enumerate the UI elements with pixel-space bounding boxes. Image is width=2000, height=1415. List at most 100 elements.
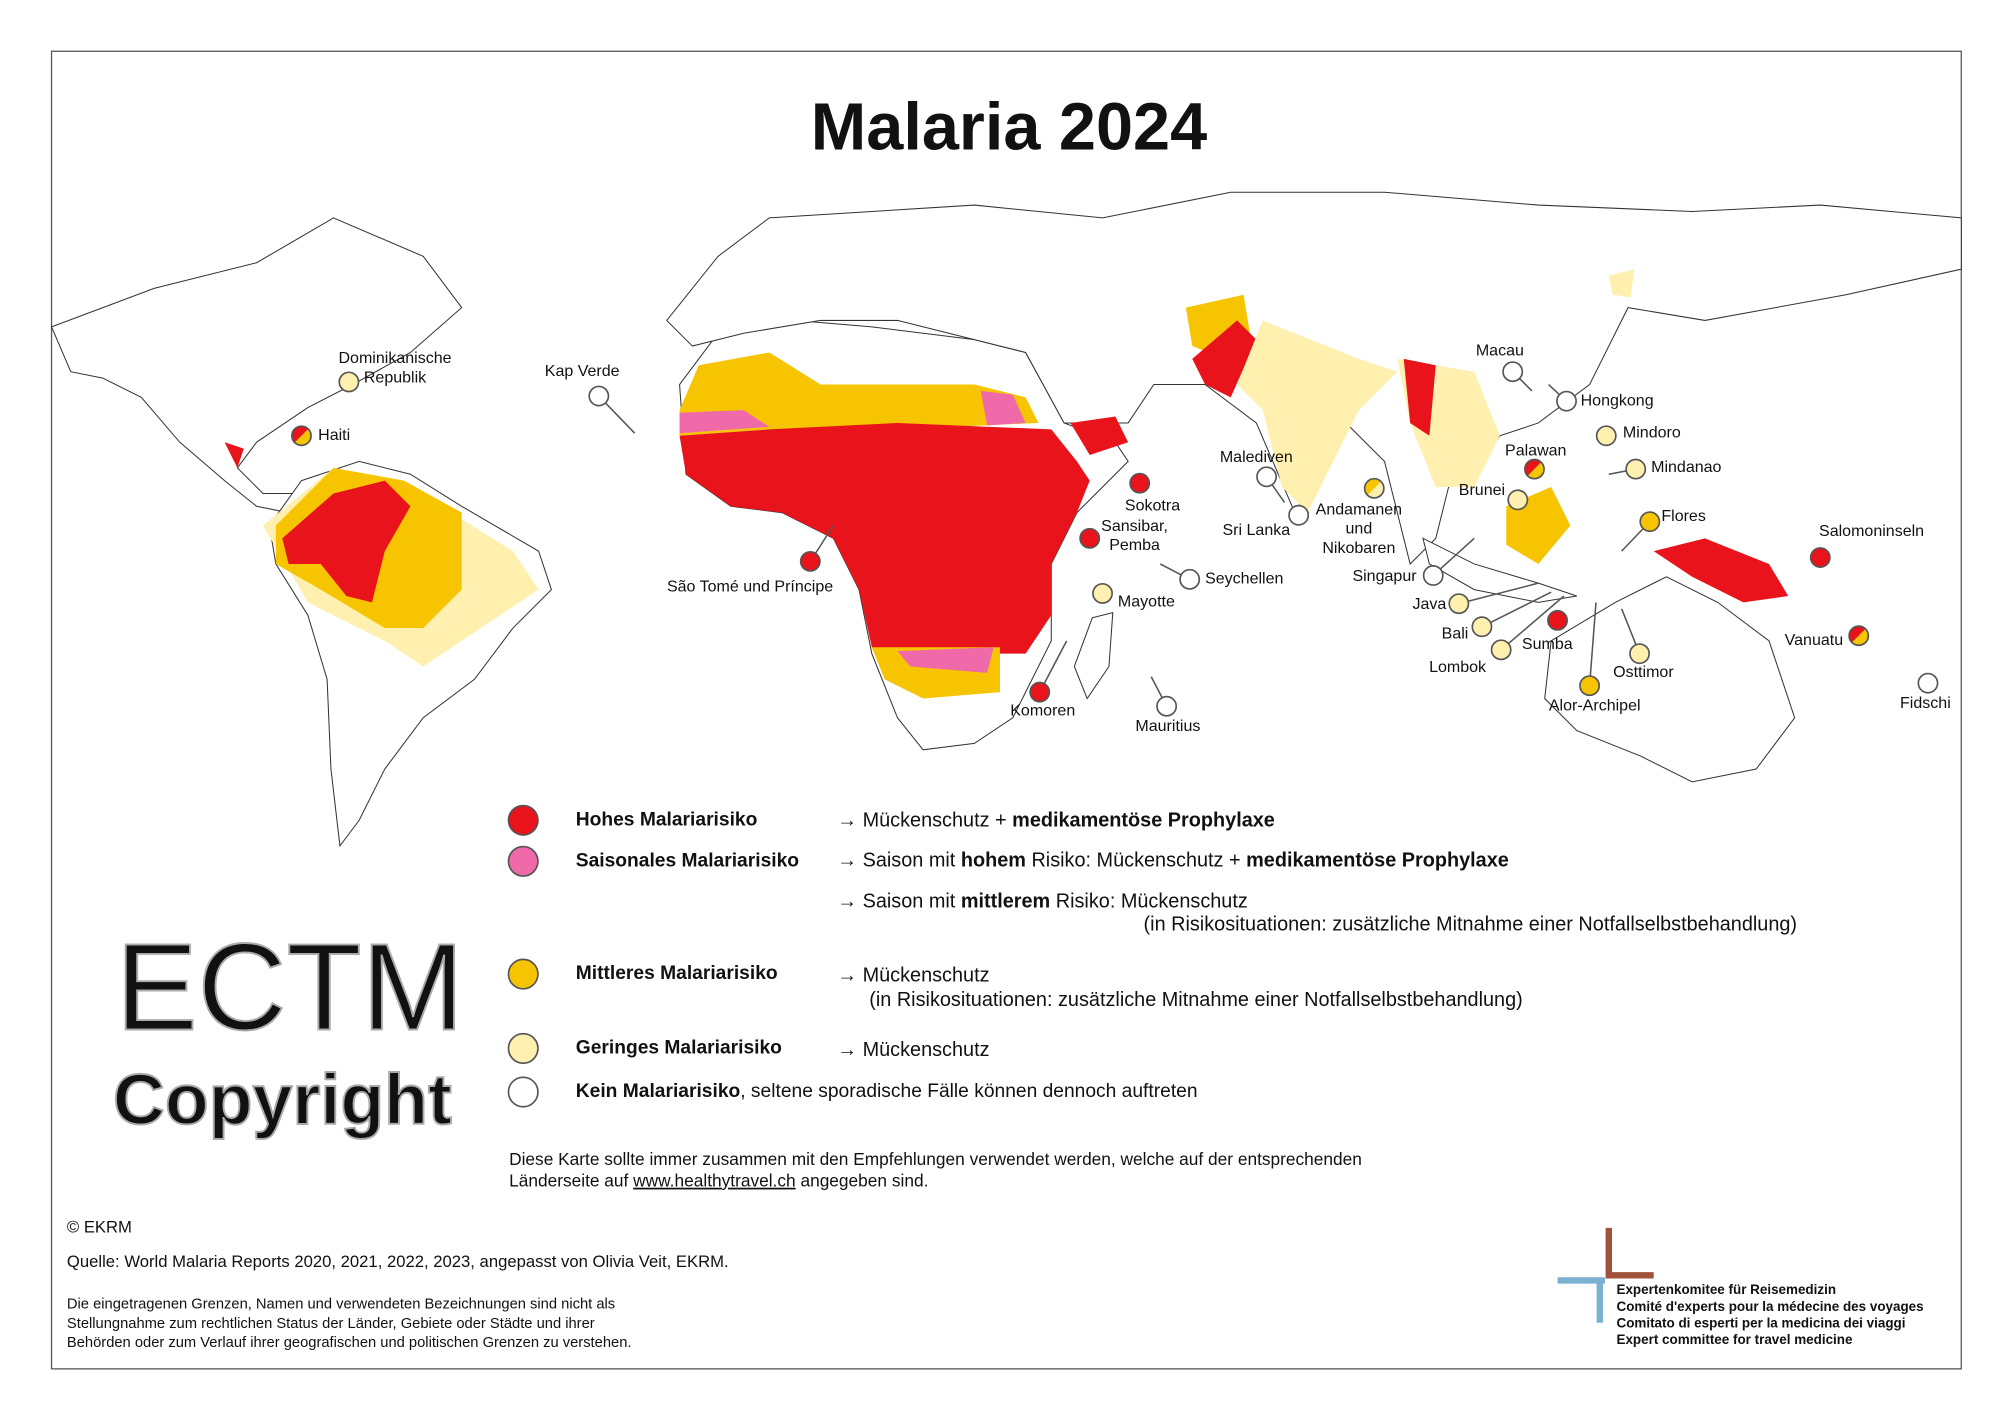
legend-swatch [507,958,539,990]
place-label: Mauritius [1135,717,1200,735]
marker-outline [1848,625,1870,647]
text-segment: → Saison mit [837,891,961,913]
marker-half [1364,478,1382,496]
copyright: © EKRM [67,1217,132,1236]
legend-description: → Saison mit mittlerem Risiko: Mückensch… [837,891,1248,913]
disclaimer: Behörden oder zum Verlauf ihrer geografi… [67,1335,632,1351]
marker [1156,695,1178,717]
place-label: Palawan [1505,441,1566,459]
logo-mark [1557,1277,1605,1323]
marker [799,550,821,572]
leader-line [1458,582,1539,605]
place-label: Sansibar, [1101,517,1168,535]
place-label: Macau [1476,341,1524,359]
legend-swatch [507,1076,539,1108]
place-label: Sri Lanka [1223,521,1291,539]
note: Diese Karte sollte immer zusammen mit de… [509,1149,1362,1169]
marker [1502,361,1524,383]
place-label: Flores [1661,507,1706,525]
place-label: Hongkong [1581,391,1654,409]
text-segment: medikamentöse Prophylaxe [1012,810,1275,832]
place-label: Malediven [1220,448,1293,466]
logo-text: Comité d'experts pour la médecine des vo… [1616,1299,1923,1314]
marker [1556,390,1577,412]
marker [1179,568,1201,590]
text-segment: → Mückenschutz [837,965,989,987]
text-segment: → Mückenschutz [837,1039,989,1061]
legend-swatch [507,845,539,877]
logo-mark [1605,1227,1654,1279]
place-label: Bali [1442,625,1469,643]
place-label: Haiti [318,426,350,444]
place-label: und [1346,520,1373,538]
text-segment: hohem [961,850,1026,872]
note: Länderseite auf www.healthytravel.ch ang… [509,1170,928,1190]
legend-swatch [507,1032,539,1065]
legend-description: → Mückenschutz [837,965,989,987]
marker-half [1367,481,1384,498]
logo-text: Comitato di esperti per la medicina dei … [1616,1316,1905,1331]
place-label: Mindanao [1651,458,1721,476]
marker [1917,672,1939,694]
text-segment: medikamentöse Prophylaxe [1246,850,1509,872]
source: Quelle: World Malaria Reports 2020, 2021… [67,1252,729,1271]
place-label: Alor-Archipel [1549,696,1641,714]
place-label: Java [1412,595,1446,613]
text-segment: (in Risikosituationen: zusätzliche Mitna… [1144,914,1797,936]
disclaimer: Die eingetragenen Grenzen, Namen und ver… [67,1297,615,1313]
legend-swatch [507,804,539,836]
legend-name: Mittleres Malariarisiko [576,963,778,984]
marker-half [1849,626,1866,643]
marker-half [291,426,309,443]
title: Malaria 2024 [811,91,1207,165]
legend-item: Kein Malariarisiko, seltene sporadische … [576,1081,1198,1102]
place-label: Mayotte [1118,593,1175,611]
place-label: Andamanen [1316,500,1402,518]
legend-name: Saisonales Malariarisiko [576,850,799,871]
place-label: Sumba [1522,635,1573,653]
text-segment: Risiko: Mückenschutz + [1026,850,1246,872]
leader-line [1481,591,1552,628]
legend-description: → Mückenschutz + medikamentöse Prophylax… [837,810,1275,832]
place-label: Sokotra [1125,497,1180,515]
place-label: Brunei [1459,481,1505,499]
legend-description: → Saison mit hohem Risiko: Mückenschutz … [837,850,1509,872]
marker [1288,504,1310,526]
text-segment: Risiko: Mückenschutz [1050,891,1248,913]
marker-half [294,428,312,446]
place-label: Seychellen [1205,570,1283,588]
place-label: Salomoninseln [1819,522,1924,540]
marker-half [1851,628,1869,646]
marker-outline [1524,458,1545,480]
text-segment: , seltene sporadische Fälle können denno… [740,1081,1197,1102]
marker-outline [1363,477,1385,499]
link[interactable]: www.healthytravel.ch [632,1170,795,1190]
place-label: Mindoro [1623,423,1681,441]
logo-text: Expertenkomitee für Reisemedizin [1616,1282,1836,1297]
leader-line [1588,602,1597,686]
marker [1490,639,1512,661]
legend-name: Geringes Malariarisiko [576,1038,782,1059]
text-segment: mittlerem [961,891,1050,913]
text-segment: → Mückenschutz + [837,810,1012,832]
place-label: São Tomé und Príncipe [667,577,833,595]
legend-item: Geringes Malariarisiko [576,1038,782,1059]
marker [1448,593,1470,615]
legend-description: (in Risikosituationen: zusätzliche Mitna… [1144,914,1797,936]
legend-name: Kein Malariarisiko [576,1081,741,1102]
legend-name: Hohes Malariarisiko [576,809,758,830]
marker [1629,643,1651,665]
legend-description: (in Risikosituationen: zusätzliche Mitna… [869,989,1523,1011]
marker [338,371,360,393]
marker [1079,527,1101,549]
marker [1809,547,1831,568]
marker [1507,489,1529,511]
legend-item: Hohes Malariarisiko [576,809,758,830]
legend-item: Saisonales Malariarisiko [576,850,799,871]
place-label: Singapur [1352,567,1417,585]
place-label: Dominikanische [339,349,452,367]
leader-line [1500,595,1565,651]
place-label: Pemba [1109,536,1160,554]
marker [1625,458,1647,480]
